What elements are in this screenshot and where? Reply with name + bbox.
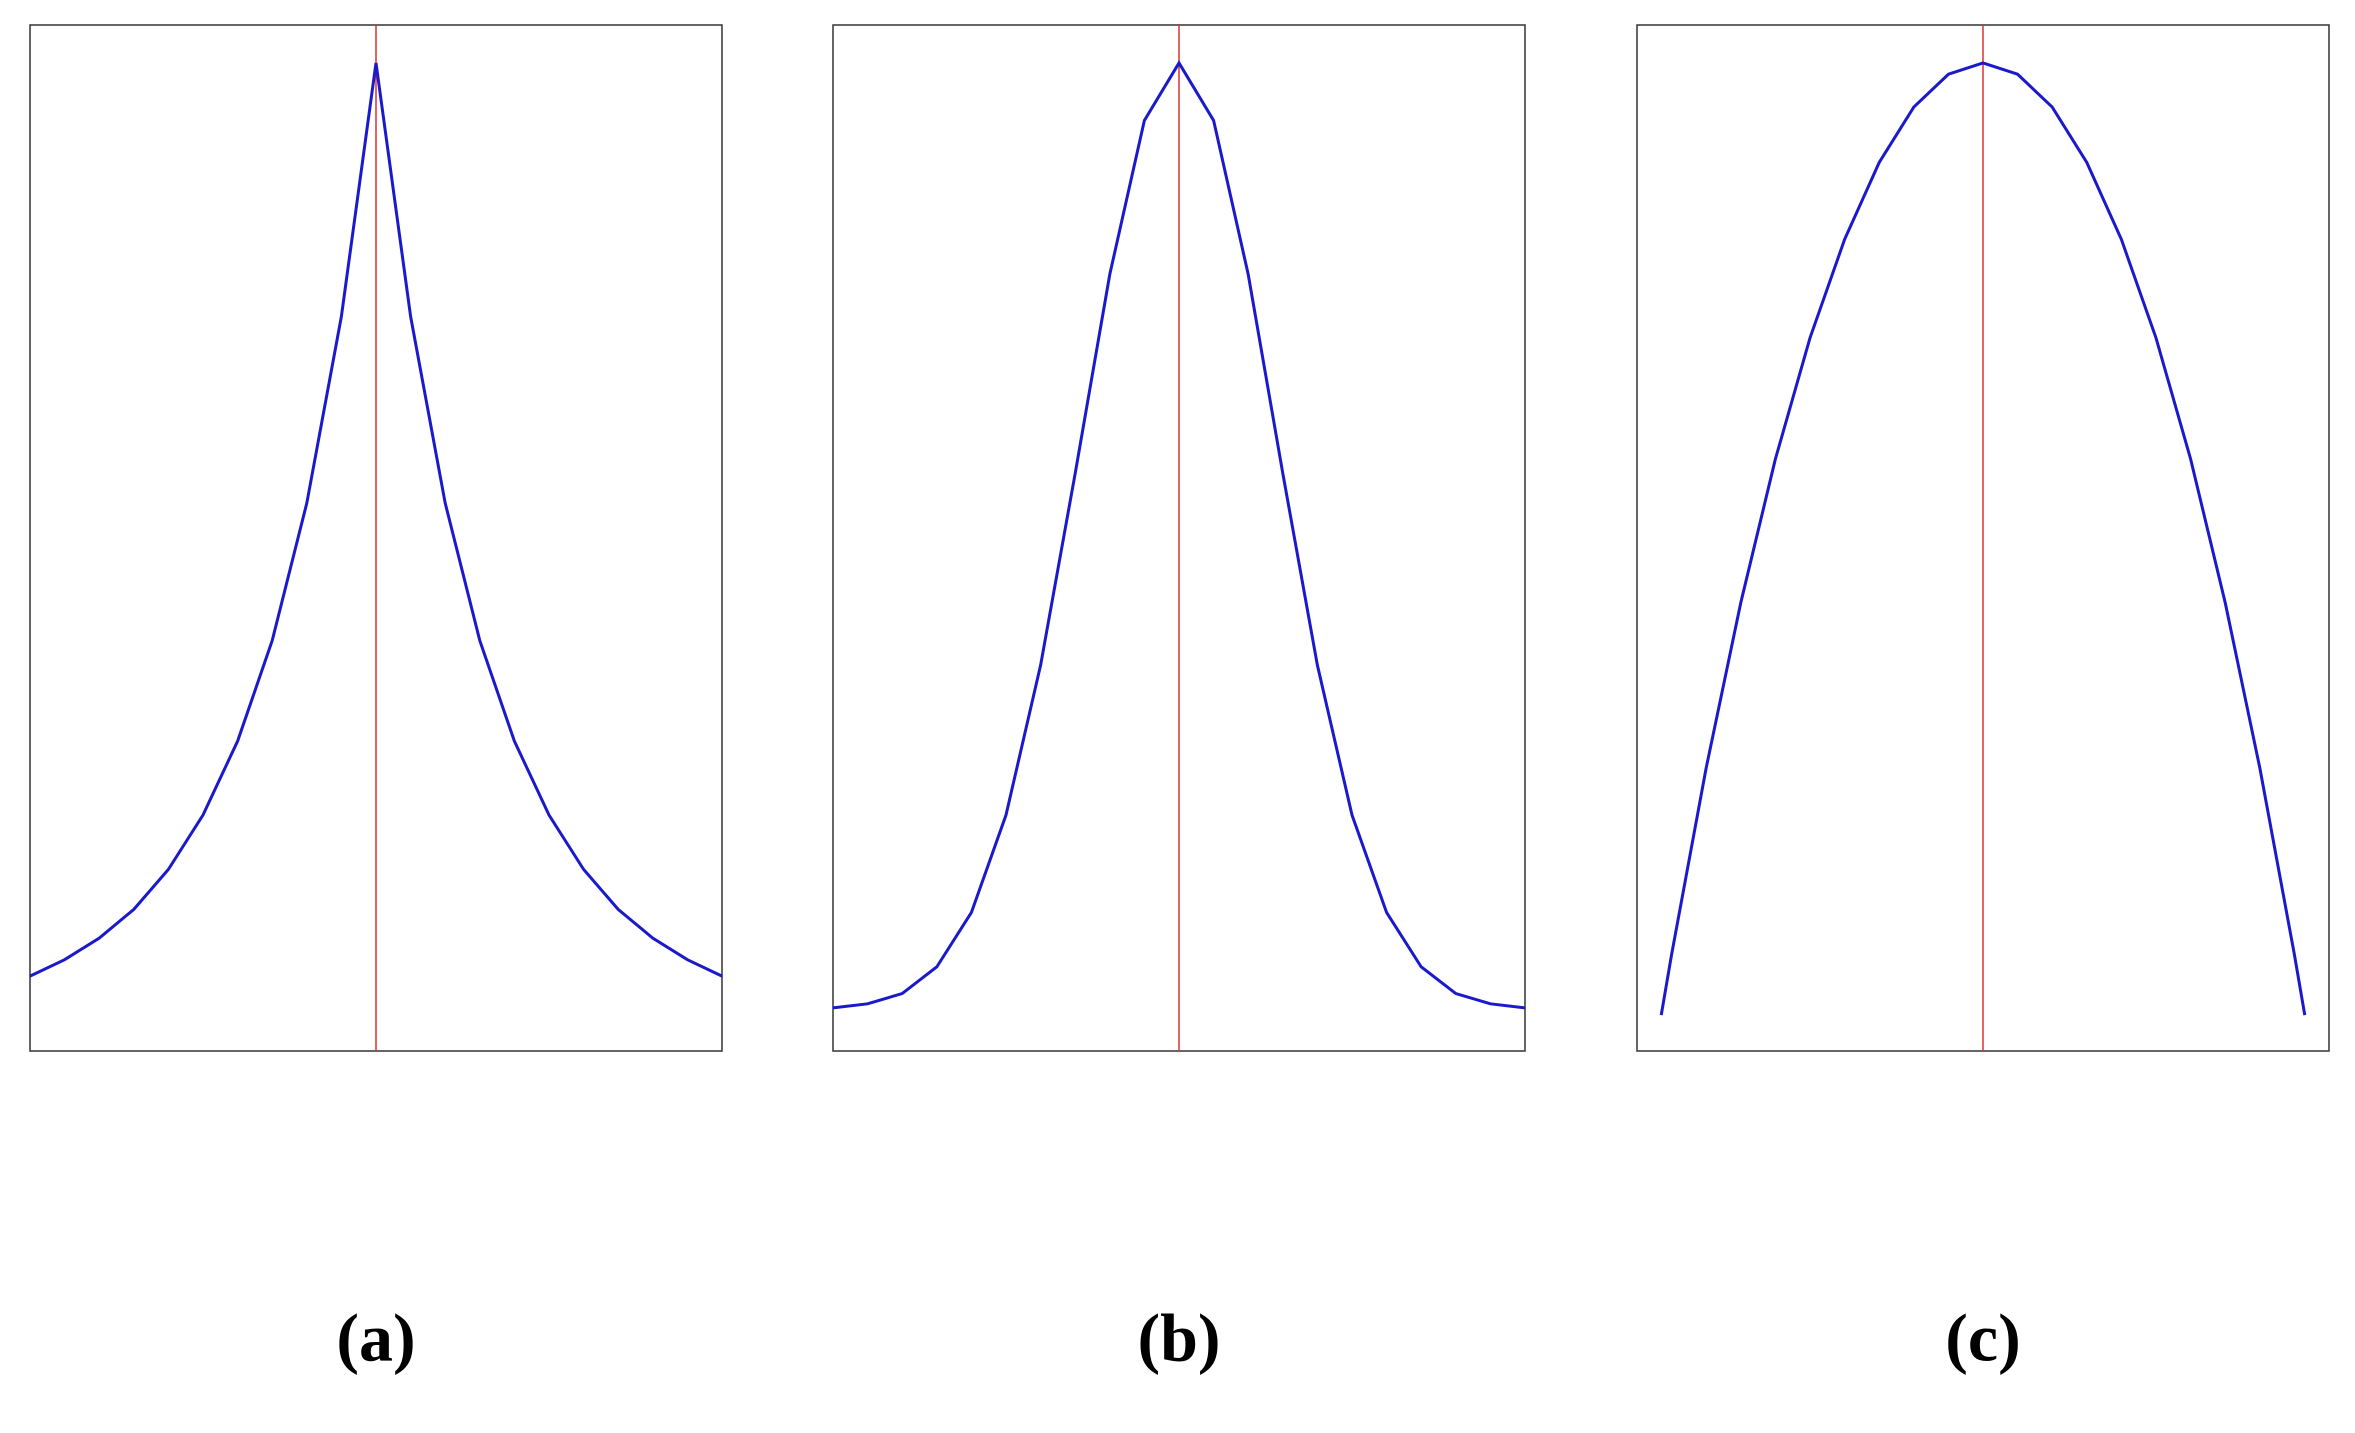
panel-label: (b) [1137, 1300, 1220, 1376]
panel-label: (a) [336, 1300, 415, 1376]
curve [1659, 61, 2307, 1016]
curve [832, 60, 1526, 1010]
curve [29, 62, 723, 978]
panel-label: (c) [1945, 1300, 2020, 1376]
